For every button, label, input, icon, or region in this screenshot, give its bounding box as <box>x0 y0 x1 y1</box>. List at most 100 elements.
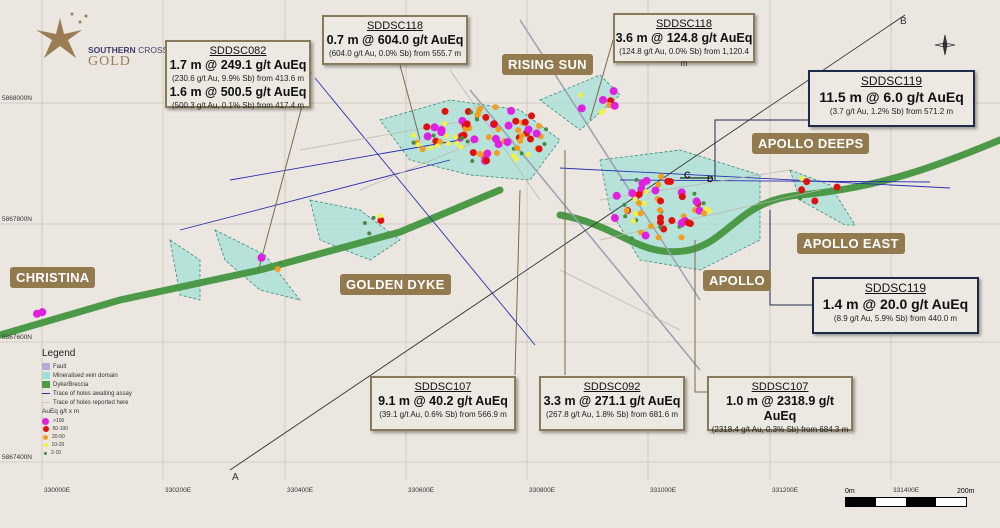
point-c-label: C <box>684 170 691 180</box>
drill-intercept-dot <box>460 136 465 141</box>
easting-label: 330200E <box>165 487 192 494</box>
drill-intercept-dot <box>677 219 686 228</box>
drill-intercept-dot <box>377 213 383 219</box>
drill-intercept-dot <box>701 210 708 217</box>
drill-intercept-dot <box>434 143 440 149</box>
legend-label: Dyke/Breccia <box>53 381 89 388</box>
drill-intercept-dot <box>600 108 606 114</box>
legend-grade: 2-10 <box>42 449 132 457</box>
drill-intercept-dot <box>445 141 451 147</box>
legend-swatch <box>42 392 50 395</box>
drill-intercept-dot <box>598 95 607 104</box>
drill-intercept-dot <box>428 145 434 151</box>
drill-intercept-dot <box>513 156 519 162</box>
drill-intercept-dot <box>371 215 376 220</box>
drill-intercept-dot <box>469 149 477 157</box>
drill-intercept-dot <box>678 234 685 241</box>
legend-grade: >100 <box>42 417 132 425</box>
drill-intercept-dot <box>706 208 712 214</box>
easting-label: 330400E <box>287 487 314 494</box>
callout-sddsc119-a: SDDSC119 11.5 m @ 6.0 g/t AuEq (3.7 g/t … <box>808 70 975 127</box>
drill-intercept-dot <box>441 107 449 115</box>
drill-intercept-dot <box>535 145 543 153</box>
logo-gold: GOLD <box>88 54 131 69</box>
drill-intercept-dot <box>641 201 647 207</box>
drill-intercept-dot <box>623 214 628 219</box>
drill-intercept-dot <box>678 193 686 201</box>
drill-intercept-dot <box>525 151 531 157</box>
legend-swatch <box>42 381 50 388</box>
easting-label: 331400E <box>893 487 920 494</box>
drill-intercept-dot <box>362 220 367 225</box>
drill-intercept-dot <box>692 191 697 196</box>
drill-intercept-dot <box>612 191 621 200</box>
drill-intercept-dot <box>657 218 665 226</box>
drill-intercept-dot <box>517 137 524 144</box>
drill-intercept-dot <box>803 178 811 186</box>
drill-intercept-dot <box>474 111 481 118</box>
section-start-label: A <box>232 472 239 483</box>
easting-label: 331000E <box>650 487 677 494</box>
drill-intercept-dot <box>578 92 584 98</box>
northing-label: 5867600N <box>2 334 32 341</box>
easting-label: 331200E <box>772 487 799 494</box>
drill-intercept-dot <box>524 125 533 134</box>
drill-intercept-dot <box>637 210 644 217</box>
drill-intercept-dot <box>609 87 618 96</box>
legend-swatch <box>42 363 50 370</box>
grade-label: >100 <box>53 418 65 424</box>
drill-intercept-dot <box>521 118 529 126</box>
drill-intercept-dot <box>483 157 491 165</box>
callout-sddsc118-b: SDDSC118 3.6 m @ 124.8 g/t AuEq (124.8 g… <box>613 13 755 68</box>
drill-intercept-dot <box>798 186 806 194</box>
grade-dot-icon <box>42 426 49 432</box>
drill-intercept-dot <box>648 223 655 230</box>
drill-intercept-dot <box>470 159 475 164</box>
drill-intercept-dot <box>377 216 385 224</box>
drill-intercept-dot <box>411 140 416 145</box>
legend-grade: 10-20 <box>42 441 132 449</box>
drill-intercept-dot <box>623 207 630 214</box>
area-label-golden-dyke: GOLDEN DYKE <box>340 274 451 295</box>
drill-intercept-dot <box>634 177 639 182</box>
drill-intercept-dot <box>495 126 502 133</box>
drill-intercept-dot <box>419 146 426 153</box>
drill-intercept-dot <box>482 113 490 121</box>
drill-intercept-dot <box>514 145 521 152</box>
drill-intercept-dot <box>492 104 499 111</box>
grade-dot-icon <box>42 417 49 425</box>
drill-intercept-dot <box>454 140 460 146</box>
drill-intercept-dot <box>622 202 627 207</box>
dyke-breccia <box>0 136 1000 339</box>
drill-intercept-dot <box>518 132 525 139</box>
company-logo: SOUTHERN CROSS GOLD <box>30 8 168 69</box>
drill-intercept-dot <box>423 123 431 131</box>
legend-swatch <box>42 372 50 379</box>
drill-intercept-dot <box>799 176 805 182</box>
grade-dot-icon <box>43 443 48 447</box>
drill-intercept-dot <box>833 183 841 191</box>
drill-intercept-dot <box>532 129 541 138</box>
grade-label: 2-10 <box>51 450 62 456</box>
legend-item: Mineralised vein domain <box>42 371 132 380</box>
drill-intercept-dot <box>274 266 281 273</box>
drill-intercept-dot <box>798 196 803 201</box>
drill-intercept-dot <box>606 102 613 109</box>
drill-intercept-dot <box>458 144 464 150</box>
area-label-apollo: APOLLO <box>703 270 771 291</box>
drill-intercept-dot <box>437 138 444 145</box>
drill-intercept-dot <box>542 141 547 146</box>
drill-intercept-dot <box>507 106 516 115</box>
drill-intercept-dot <box>442 121 448 127</box>
drill-intercept-dot <box>470 135 479 144</box>
drill-intercept-dot <box>656 207 663 214</box>
drill-intercept-dot <box>544 127 549 132</box>
drill-intercept-dot <box>510 153 516 159</box>
drill-intercept-dot <box>423 132 432 141</box>
drill-intercept-dot <box>483 149 492 158</box>
grade-label: 10-20 <box>51 442 65 448</box>
drill-intercept-dot <box>811 197 819 205</box>
logo-text: SOUTHERN CROSS <box>88 45 169 55</box>
drill-intercept-dot <box>655 234 662 241</box>
callout-sddsc118-a: SDDSC118 0.7 m @ 604.0 g/t AuEq (604.0 g… <box>322 15 468 65</box>
